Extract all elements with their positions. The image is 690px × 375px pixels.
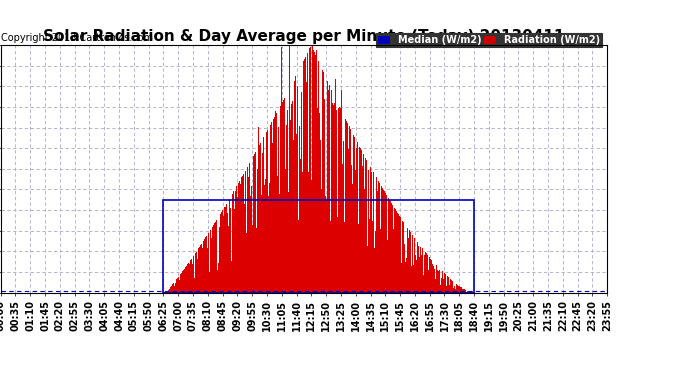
Text: Copyright 2013 Cartronics.com: Copyright 2013 Cartronics.com bbox=[1, 33, 152, 42]
Legend: Median (W/m2), Radiation (W/m2): Median (W/m2), Radiation (W/m2) bbox=[376, 33, 602, 47]
Bar bbox=[164, 200, 474, 292]
Title: Solar Radiation & Day Average per Minute (Today) 20130411: Solar Radiation & Day Average per Minute… bbox=[43, 29, 564, 44]
